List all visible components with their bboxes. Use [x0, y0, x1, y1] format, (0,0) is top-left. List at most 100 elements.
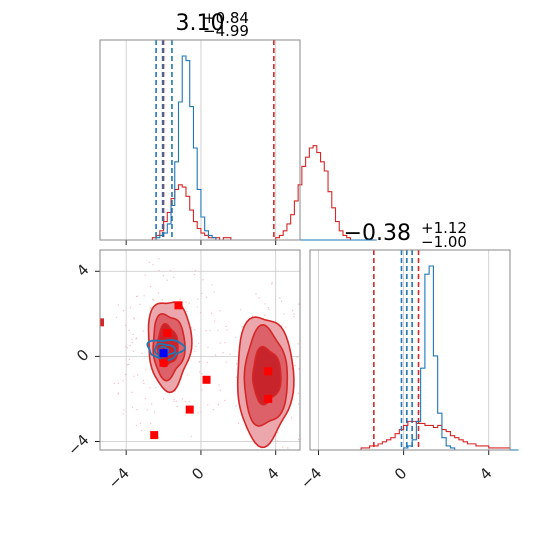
contour-area [100, 245, 314, 473]
sample-point [128, 358, 131, 361]
sample-point [152, 263, 154, 266]
sample-point [296, 356, 298, 358]
sample-point [281, 446, 284, 448]
sample-point [149, 386, 151, 389]
sample-point [131, 341, 134, 344]
sample-point [207, 346, 209, 349]
sample-point [131, 338, 133, 341]
bottom-right-histogram: −4 0 4 [297, 249, 519, 492]
histogram-step-line [310, 265, 519, 451]
sample-point [133, 375, 135, 377]
sample-point [143, 382, 145, 385]
sample-point [173, 398, 175, 401]
sample-point [313, 415, 314, 416]
sample-point [206, 361, 209, 364]
sample-point [196, 306, 198, 308]
sample-point [212, 408, 215, 411]
sample-point [207, 404, 209, 406]
sample-point [179, 298, 181, 301]
sample-point [313, 373, 314, 374]
sample-point [267, 307, 269, 309]
sample-point [150, 286, 152, 288]
sample-point [271, 283, 273, 285]
sample-point [219, 342, 221, 344]
sample-point [152, 299, 155, 301]
sample-point [291, 309, 294, 312]
sample-point [302, 452, 303, 453]
sample-point [310, 310, 311, 311]
sample-point [171, 245, 172, 246]
sample-point [185, 301, 187, 303]
sample-point [205, 296, 208, 298]
sample-point [219, 389, 222, 391]
sample-point [264, 303, 266, 305]
sample-point [197, 412, 199, 414]
sample-point [201, 373, 203, 375]
top-title-base: 3.10 [176, 11, 225, 36]
sample-point [144, 274, 146, 277]
sample-point [132, 333, 134, 336]
top-left-histogram [99, 39, 377, 245]
sample-point [162, 398, 165, 400]
sample-point [162, 274, 165, 277]
sample-point [150, 422, 152, 425]
sample-point [253, 472, 254, 473]
sample-point [307, 353, 308, 354]
sample-point [199, 371, 201, 373]
sample-point [297, 392, 299, 394]
sample-point [122, 380, 124, 382]
sample-point [202, 279, 204, 281]
sample-point [298, 368, 300, 370]
sample-point [151, 298, 154, 300]
sample-point [148, 261, 151, 263]
sample-point [235, 405, 237, 407]
sample-point [193, 329, 196, 331]
sample-point [276, 440, 279, 442]
contour-level-3 [251, 345, 282, 406]
sample-point [225, 325, 227, 328]
sample-point [239, 308, 242, 311]
sample-point [128, 329, 130, 332]
sample-point [158, 258, 160, 260]
sample-point [122, 309, 125, 312]
sample-point [209, 329, 211, 332]
red-marker [264, 394, 273, 403]
red-marker [159, 358, 168, 367]
sample-point [234, 336, 237, 339]
sample-point [198, 360, 201, 363]
sample-point [246, 456, 247, 457]
sample-point [144, 398, 146, 400]
sample-point [153, 411, 156, 413]
sample-point [293, 313, 295, 315]
sample-point [139, 422, 142, 424]
sample-point [157, 292, 160, 294]
sample-point [198, 361, 200, 364]
top-hist-title: 3.10 [176, 11, 225, 36]
sample-point [258, 297, 260, 299]
blue-contour-2 [153, 342, 177, 358]
sample-point [141, 352, 143, 355]
panel-frame [99, 39, 301, 241]
sample-point [297, 343, 299, 345]
red-marker [174, 301, 183, 310]
sample-point [146, 409, 148, 411]
sample-point [224, 342, 226, 344]
sample-point [194, 270, 196, 272]
sample-point [145, 368, 147, 370]
blue-contour-1 [146, 339, 186, 361]
sample-point [297, 403, 300, 405]
sample-point [135, 337, 138, 339]
histogram-step-line [310, 420, 519, 451]
sample-point [166, 279, 168, 281]
sample-point [277, 432, 279, 434]
sample-point [158, 269, 160, 272]
sample-point [264, 314, 266, 316]
sample-point [123, 409, 125, 411]
sample-point [213, 291, 215, 293]
sample-point [140, 429, 143, 432]
sample-point [124, 324, 127, 326]
sample-point [279, 297, 281, 299]
sample-point [312, 393, 313, 394]
sample-point [235, 376, 238, 378]
sample-point [136, 374, 139, 376]
